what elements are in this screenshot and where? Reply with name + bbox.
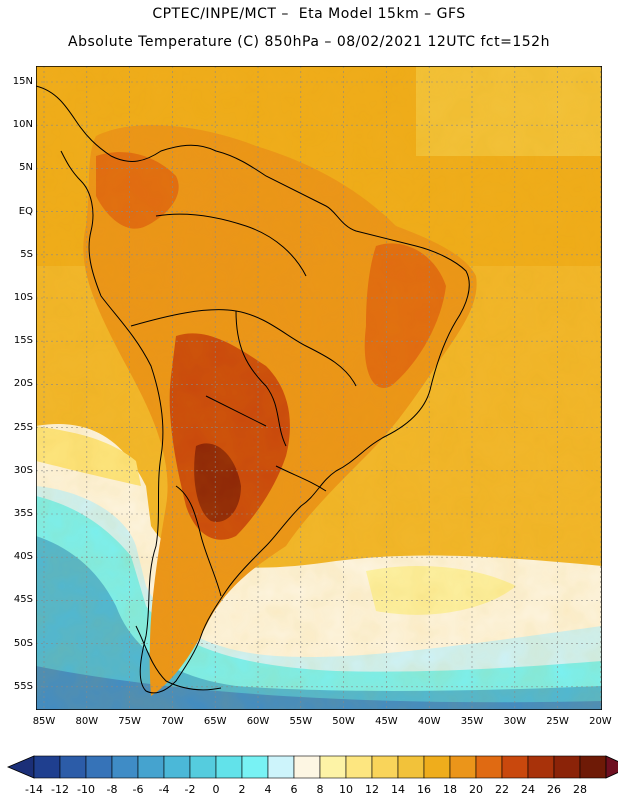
- legend-swatch: [345, 755, 373, 779]
- color-legend: [6, 755, 618, 779]
- lon-label: 35W: [460, 716, 484, 727]
- legend-swatch: [371, 755, 399, 779]
- lon-label: 75W: [118, 716, 141, 727]
- legend-label: 2: [238, 783, 246, 796]
- legend-label: -4: [158, 783, 170, 796]
- lat-label: 35S: [13, 508, 33, 519]
- legend-label: 24: [521, 783, 535, 796]
- lat-label: EQ: [18, 205, 33, 217]
- legend-swatch: [319, 755, 347, 779]
- lon-label: 20W: [589, 716, 612, 727]
- legend-label: -10: [77, 783, 95, 796]
- lat-label: 25S: [13, 421, 33, 433]
- lon-label: 55W: [289, 716, 313, 727]
- legend-swatch: [553, 755, 581, 779]
- lat-label: 45S: [13, 594, 33, 606]
- legend-label: 8: [316, 783, 324, 796]
- legend-arrow-right: [605, 755, 618, 779]
- legend-swatch: [449, 755, 477, 779]
- legend-label: 4: [264, 783, 272, 796]
- legend-swatch: [215, 755, 243, 779]
- legend-label: 26: [547, 783, 561, 796]
- legend-label: 20: [469, 783, 483, 796]
- legend-label: 6: [290, 783, 298, 796]
- lat-label: 10S: [13, 292, 33, 303]
- legend-label: 14: [391, 783, 405, 796]
- legend-swatch: [267, 755, 295, 779]
- lon-label: 70W: [161, 716, 184, 727]
- lat-label: 15N: [12, 76, 33, 87]
- legend-swatch: [189, 755, 217, 779]
- lon-label: 30W: [503, 716, 527, 727]
- title-line-1: CPTEC/INPE/MCT – Eta Model 15km – GFS: [152, 6, 466, 22]
- legend-swatch: [579, 755, 607, 779]
- lon-label: 60W: [246, 716, 270, 727]
- legend-label: 0: [212, 783, 220, 796]
- lon-label: 40W: [417, 716, 441, 727]
- legend-label: 18: [443, 783, 457, 796]
- temperature-map: [36, 66, 602, 710]
- legend-label: -2: [184, 783, 196, 796]
- legend-label: -8: [106, 783, 118, 796]
- legend-label: -14: [25, 783, 43, 796]
- legend-swatch: [163, 755, 191, 779]
- lat-label: 30S: [13, 464, 33, 476]
- lat-label: 55S: [13, 680, 33, 692]
- legend-swatch: [501, 755, 529, 779]
- legend-swatch: [33, 755, 61, 779]
- legend-arrow-left: [6, 755, 35, 779]
- lon-label: 65W: [203, 716, 227, 727]
- lon-label: 45W: [375, 716, 398, 727]
- legend-label: 16: [417, 783, 431, 796]
- graticule: [36, 66, 602, 710]
- title-line-2: Absolute Temperature (C) 850hPa – 08/02/…: [68, 34, 550, 50]
- legend-swatch: [241, 755, 269, 779]
- lon-label: 85W: [32, 716, 56, 727]
- legend-swatch: [293, 755, 321, 779]
- lon-label: 50W: [332, 716, 355, 727]
- legend-swatch: [397, 755, 425, 779]
- legend-label: 12: [365, 783, 379, 796]
- legend-swatch: [475, 755, 503, 779]
- lat-label: 40S: [13, 551, 33, 563]
- legend-swatch: [59, 755, 87, 779]
- lat-label: 15S: [13, 335, 33, 347]
- legend-label: 28: [573, 783, 587, 796]
- coastlines: [36, 85, 470, 694]
- lat-label: 20S: [13, 378, 33, 390]
- legend-swatch: [111, 755, 139, 779]
- legend-label: 22: [495, 783, 509, 796]
- lat-label: 5N: [19, 162, 33, 174]
- lat-label: 5S: [20, 248, 33, 260]
- lon-label: 80W: [75, 716, 99, 727]
- legend-label: -6: [132, 783, 144, 796]
- legend-swatch: [527, 755, 555, 779]
- legend-swatch: [137, 755, 165, 779]
- lat-label: 10N: [12, 119, 33, 131]
- legend-swatch: [85, 755, 113, 779]
- legend-label: 10: [339, 783, 353, 796]
- legend-label: -12: [51, 783, 69, 796]
- legend-swatch: [423, 755, 451, 779]
- lon-label: 25W: [546, 716, 569, 727]
- lat-label: 50S: [13, 637, 33, 649]
